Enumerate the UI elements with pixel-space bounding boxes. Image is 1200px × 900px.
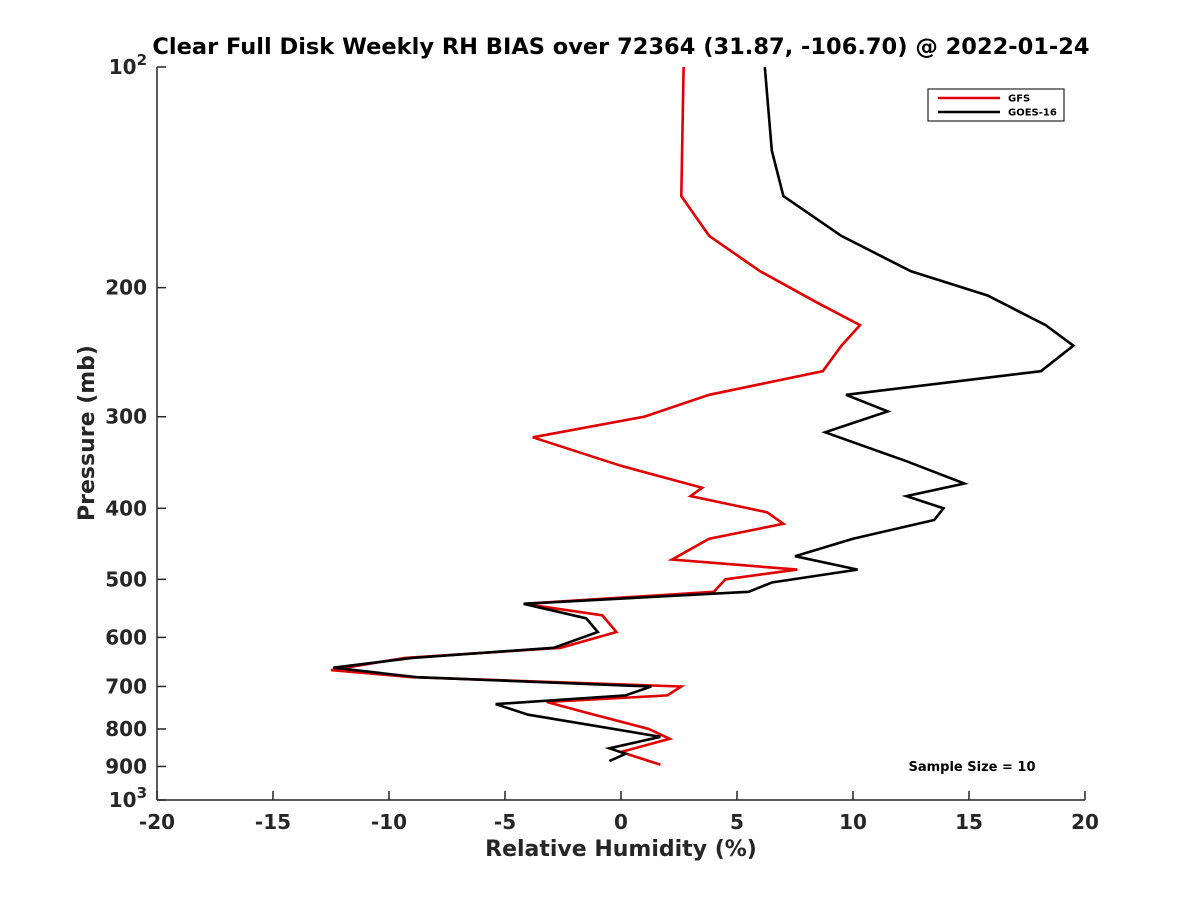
x-tick-label: -15	[255, 810, 291, 834]
y-axis-label: Pressure (mb)	[75, 345, 100, 521]
series-layer	[330, 66, 1076, 766]
legend-label-goes-16: GOES-16	[1008, 108, 1057, 119]
y-limit-label-top: 102	[109, 51, 147, 79]
x-tick-label: 5	[730, 810, 744, 834]
x-tick-label: -5	[494, 810, 516, 834]
y-tick-label: 600	[105, 625, 147, 649]
sample-size-annotation: Sample Size = 10	[908, 760, 1035, 775]
x-tick-label: 20	[1071, 810, 1099, 834]
y-tick-label: 500	[105, 567, 147, 591]
legend: GFS GOES-16	[927, 88, 1065, 122]
y-tick-label: 200	[105, 276, 147, 300]
series-line-gfs	[330, 66, 863, 766]
y-tick-label: 400	[105, 496, 147, 520]
x-tick-label: -20	[139, 810, 175, 834]
x-tick-label: -10	[371, 810, 407, 834]
legend-box	[927, 88, 1065, 122]
y-tick-label: 900	[105, 754, 147, 778]
x-tick-label: 15	[955, 810, 983, 834]
y-tick-label: 700	[105, 674, 147, 698]
y-tick-label: 800	[105, 717, 147, 741]
x-axis-label: Relative Humidity (%)	[485, 837, 757, 862]
y-limit-label-bottom: 103	[109, 784, 147, 812]
axes-layer: -20 -15 -10 -5 0 5 10 15 20 200 300 400 500 600 700 800…	[105, 51, 1099, 834]
x-tick-label: 0	[614, 810, 628, 834]
x-tick-label: 10	[839, 810, 867, 834]
y-tick-label: 300	[105, 405, 147, 429]
chart-title: Clear Full Disk Weekly RH BIAS over 7236…	[152, 34, 1089, 60]
legend-label-gfs: GFS	[1008, 94, 1030, 105]
series-line-goes-16	[333, 66, 1076, 763]
